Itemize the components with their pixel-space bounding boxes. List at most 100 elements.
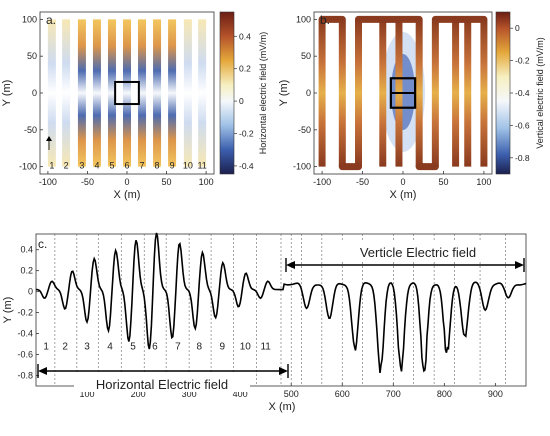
horizontal-field-annotation: Horizontal Electric field <box>96 377 228 392</box>
panel-c-segment-lines <box>54 234 506 386</box>
y-tick-label: -0.8 <box>17 371 33 381</box>
segment-label: 1 <box>43 341 49 352</box>
survey-line-label: 4 <box>94 161 99 171</box>
colorbar-tick-label: -0.2 <box>515 56 530 66</box>
segment-label: 6 <box>152 341 158 352</box>
panel-b-loops <box>318 15 488 171</box>
segment-label: 10 <box>240 341 252 352</box>
x-tick-label: -100 <box>313 177 331 187</box>
source-box-a <box>114 80 140 106</box>
survey-loop <box>464 15 488 167</box>
panel-c: 100 200 300 400 500 600 700 800 900 0.4 0.2 0 -0.2 -0… <box>2 232 527 413</box>
survey-line-label: 5 <box>109 161 114 171</box>
x-tick-label: 50 <box>438 177 448 187</box>
arrow-head-icon <box>46 136 52 141</box>
colorbar-tick-label: 0 <box>515 23 520 33</box>
vertical-field-annotation: Verticle Electric field <box>360 245 476 260</box>
survey-line-label: 1 <box>49 161 54 171</box>
survey-line-stripe <box>107 19 116 167</box>
survey-line-stripe <box>123 19 131 167</box>
x-tick-label: 900 <box>488 389 503 399</box>
x-tick-label: 50 <box>162 177 172 187</box>
survey-line-stripe <box>138 19 147 167</box>
colorbar-b-label: Vertical electric field (mV/m) <box>535 37 545 149</box>
x-tick-label: 100 <box>199 177 214 187</box>
colorbar-tick-label: -0.8 <box>515 153 530 163</box>
vertical-field-arrow <box>285 258 525 272</box>
segment-label: 11 <box>260 341 271 352</box>
colorbar-a <box>219 11 235 175</box>
y-tick-label: -0.2 <box>17 308 33 318</box>
electric-field-line <box>36 232 527 374</box>
y-tick-label: -100 <box>19 162 37 172</box>
y-tick-label: 100 <box>296 14 311 24</box>
survey-line-label: 2 <box>64 161 69 171</box>
survey-loop <box>431 15 460 167</box>
y-tick-label: -50 <box>298 125 311 135</box>
panel-a-xlabel: X (m) <box>114 189 141 201</box>
panel-a-stripes <box>47 19 207 167</box>
x-tick-label: 100 <box>80 389 95 399</box>
y-tick-label: -100 <box>293 162 311 172</box>
colorbar-b <box>495 11 511 175</box>
colorbar-tick-label: -0.6 <box>515 120 530 130</box>
segment-label: 7 <box>175 341 181 352</box>
colorbar-b-ticks: 0 -0.2 -0.4 -0.6 -0.8 <box>510 23 530 163</box>
survey-loop <box>355 15 387 167</box>
survey-line-stripe <box>168 19 177 167</box>
survey-line-label: 9 <box>170 161 175 171</box>
colorbar-tick-label: 0.4 <box>239 31 251 41</box>
y-tick-label: 0 <box>306 88 311 98</box>
survey-line-label: 8 <box>155 161 160 171</box>
survey-loop <box>318 15 346 167</box>
horizontal-field-arrow <box>37 364 289 378</box>
panel-b: -100 -50 0 50 100 -100 -50 0 50 100 b. X (m) Y (m… <box>278 11 545 201</box>
panel-a-line-labels: 1 2 3 4 5 6 7 8 9 10 11 <box>49 161 206 171</box>
survey-line-stripe <box>47 19 56 167</box>
panel-a: -100 -50 0 50 100 -100 -50 0 50 100 1 2 3 4 5 6 7 8 9 10 11… <box>1 11 268 201</box>
colorbar-a-ticks: 0.4 0.2 0 -0.2 -0.4 <box>234 31 254 171</box>
y-tick-label: 50 <box>27 51 37 61</box>
panel-a-label: a. <box>46 13 56 27</box>
survey-line-stripe <box>153 19 162 167</box>
y-tick-label: 100 <box>22 14 37 24</box>
panel-c-ticks: 100 200 300 400 500 600 700 800 900 0.4 0.2 0 -0.2 -0… <box>17 245 502 399</box>
x-tick-label: -50 <box>81 177 94 187</box>
x-tick-label: 0 <box>124 177 129 187</box>
x-tick-label: 800 <box>437 389 452 399</box>
x-tick-label: 500 <box>284 389 299 399</box>
segment-label: 5 <box>130 341 136 352</box>
x-tick-label: 0 <box>400 177 405 187</box>
panel-b-label: b. <box>320 13 330 27</box>
segment-label: 2 <box>62 341 68 352</box>
y-tick-label: -0.6 <box>17 350 33 360</box>
panel-c-label: c. <box>38 237 47 251</box>
horizontal-label-bg <box>74 374 250 392</box>
colorbar-tick-label: -0.4 <box>515 88 530 98</box>
panel-b-ticks: -100 -50 0 50 100 -100 -50 0 50 100 <box>293 14 491 187</box>
arrow-left-icon <box>38 367 47 375</box>
y-tick-label: 0.2 <box>20 266 33 276</box>
segment-label: 4 <box>107 341 113 352</box>
survey-line-label: 10 <box>183 161 193 171</box>
panel-a-ylabel: Y (m) <box>1 80 13 107</box>
colorbar-tick-label: 0.2 <box>239 64 251 74</box>
arrow-left-icon <box>286 261 295 269</box>
y-tick-label: -0.4 <box>17 329 33 339</box>
survey-line-label: 11 <box>197 161 206 171</box>
arrow-right-icon <box>279 367 288 375</box>
panel-c-segment-labels: 1 2 3 4 5 6 7 8 9 10 11 <box>43 341 271 352</box>
survey-line-stripe <box>198 19 207 167</box>
x-tick-label: 100 <box>476 177 491 187</box>
colorbar-tick-label: -0.4 <box>239 161 254 171</box>
segment-label: 3 <box>84 341 90 352</box>
arrow-right-icon <box>515 261 524 269</box>
colorbar-a-label: Horizontal electric field (mV/m) <box>258 32 268 155</box>
colorbar-tick-label: 0 <box>239 96 244 106</box>
survey-line-stripe <box>183 19 192 167</box>
segment-label: 8 <box>197 341 203 352</box>
vertical-label-bg <box>340 242 496 260</box>
panel-a-ticks: -100 -50 0 50 100 -100 -50 0 50 100 <box>19 14 214 187</box>
panel-c-ylabel: Y (m) <box>2 297 14 324</box>
